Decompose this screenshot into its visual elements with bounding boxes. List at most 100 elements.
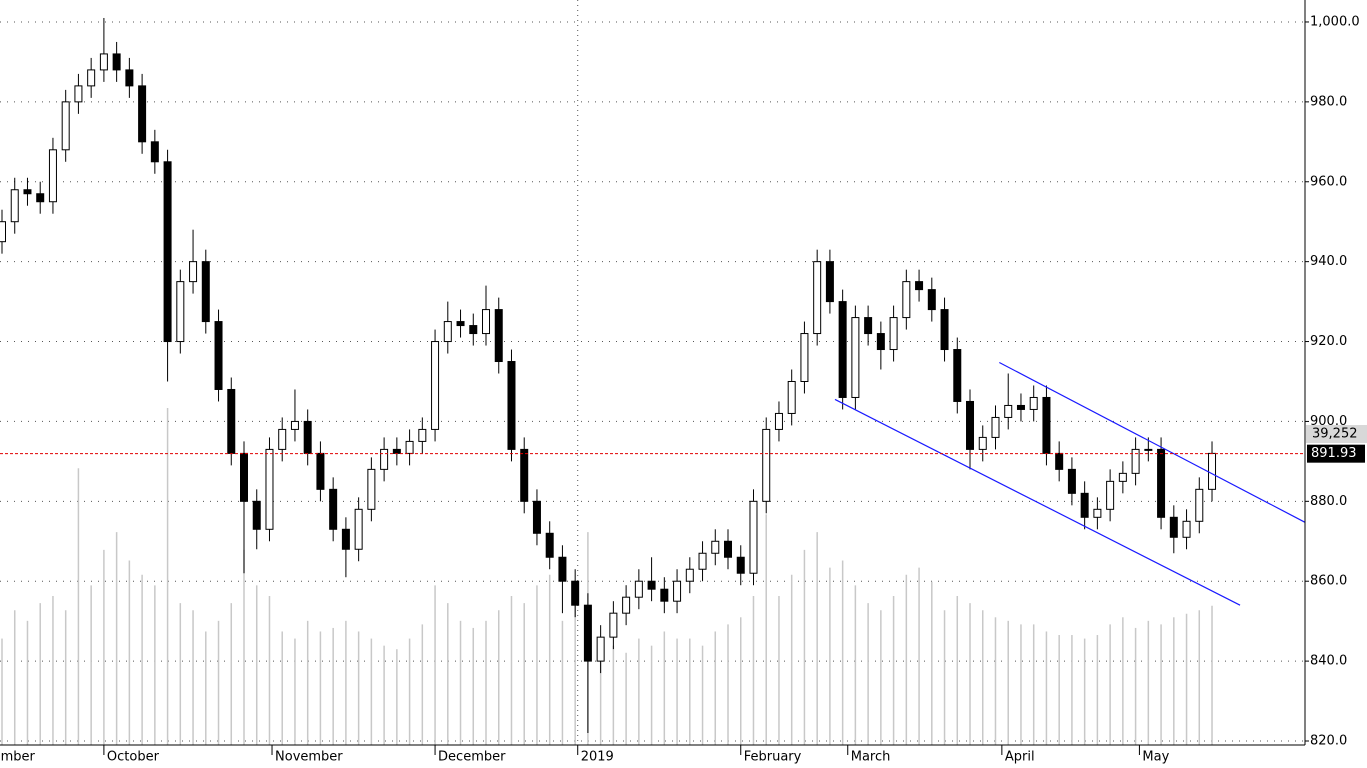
candle-body: [10, 189, 19, 223]
candle-body: [354, 508, 363, 550]
candle-body: [558, 556, 567, 582]
candle-body: [1208, 452, 1217, 490]
candle-body: [189, 261, 198, 283]
candle-body: [329, 488, 338, 530]
candle-body: [889, 317, 898, 351]
candle-body: [1131, 448, 1140, 474]
candle-body: [482, 309, 491, 335]
candle-body: [736, 556, 745, 574]
candle-body: [1067, 468, 1076, 494]
candle-body: [634, 580, 643, 598]
candle-body: [927, 289, 936, 311]
x-tick-label: February: [744, 750, 802, 765]
candle-body: [762, 428, 771, 502]
y-tick-label: 920.0: [1310, 334, 1347, 349]
candle-body: [227, 388, 236, 454]
candle-body: [125, 69, 134, 87]
candle-body: [112, 53, 121, 71]
x-tick-label: April: [1005, 750, 1035, 765]
candle-body: [825, 261, 834, 303]
candle-body: [1195, 488, 1204, 522]
y-tick-label: 980.0: [1310, 94, 1347, 109]
candle-body: [1118, 472, 1127, 482]
y-tick-label: 820.0: [1310, 734, 1347, 749]
x-tick-label: March: [851, 750, 891, 765]
y-tick-label: 940.0: [1310, 254, 1347, 269]
candle-body: [138, 85, 147, 143]
candle-body: [507, 361, 516, 450]
candle-body: [724, 540, 733, 558]
candle-body: [915, 281, 924, 291]
candle-body: [23, 189, 32, 195]
volume-label-box: [1306, 425, 1367, 443]
candle-body: [150, 141, 159, 163]
candle-body: [532, 500, 541, 534]
candle-body: [991, 416, 1000, 438]
x-tick-label: September: [0, 750, 35, 765]
candle-body: [290, 420, 299, 430]
candle-body: [673, 580, 682, 602]
candle-body: [443, 321, 452, 343]
candle-body: [392, 448, 401, 454]
candle-body: [48, 149, 57, 203]
candle-body: [1004, 404, 1013, 418]
candle-body: [265, 448, 274, 530]
candle-body: [1169, 516, 1178, 538]
candle-body: [953, 349, 962, 402]
candle-body: [405, 440, 414, 454]
x-tick-label: October: [107, 750, 160, 765]
candle-body: [1144, 448, 1153, 451]
candle-body: [240, 452, 249, 502]
volume-label: 39,252: [1312, 427, 1358, 442]
candle-body: [609, 612, 618, 638]
candle-body: [622, 596, 631, 614]
candle-body: [978, 436, 987, 450]
candle-body: [698, 552, 707, 570]
candle-body: [660, 588, 669, 602]
candle-body: [1055, 452, 1064, 470]
candle-body: [303, 420, 312, 454]
candle-body: [711, 540, 720, 554]
candle-body: [341, 528, 350, 550]
candle-body: [61, 101, 70, 151]
candle-body: [469, 325, 478, 335]
candle-body: [380, 448, 389, 470]
candle-body: [1093, 508, 1102, 518]
trend-line: [834, 398, 1241, 606]
candle-body: [520, 448, 529, 502]
candle-body: [0, 221, 6, 243]
reference-label: 891.93: [1311, 446, 1357, 461]
candle-body: [940, 309, 949, 351]
candle-body: [431, 341, 440, 430]
x-tick-label: May: [1142, 750, 1169, 765]
candle-body: [176, 281, 185, 343]
candle-body: [685, 568, 694, 582]
candle-body: [201, 261, 210, 323]
y-tick-label: 1,000.0: [1310, 14, 1360, 29]
candle-body: [367, 468, 376, 510]
candle-body: [1106, 480, 1115, 510]
candle-body: [1029, 396, 1038, 410]
candle-body: [851, 317, 860, 398]
y-tick-label: 840.0: [1310, 654, 1347, 669]
candle-body: [864, 317, 873, 335]
candle-body: [813, 261, 822, 335]
y-tick-label: 860.0: [1310, 574, 1347, 589]
candle-body: [278, 428, 287, 450]
y-tick-label: 880.0: [1310, 494, 1347, 509]
candle-body: [1016, 404, 1025, 410]
candle-body: [749, 500, 758, 574]
candle-body: [787, 380, 796, 414]
candle-body: [87, 69, 96, 87]
candle-body: [1182, 520, 1191, 538]
candle-body: [214, 321, 223, 390]
candle-body: [583, 604, 592, 662]
candle-body: [545, 532, 554, 558]
candle-body: [418, 428, 427, 442]
y-tick-label: 900.0: [1310, 414, 1347, 429]
candle-body: [1080, 492, 1089, 518]
x-tick-label: December: [438, 750, 506, 765]
candle-body: [1157, 448, 1166, 518]
candle-body: [571, 580, 580, 606]
x-tick-label: November: [275, 750, 343, 765]
